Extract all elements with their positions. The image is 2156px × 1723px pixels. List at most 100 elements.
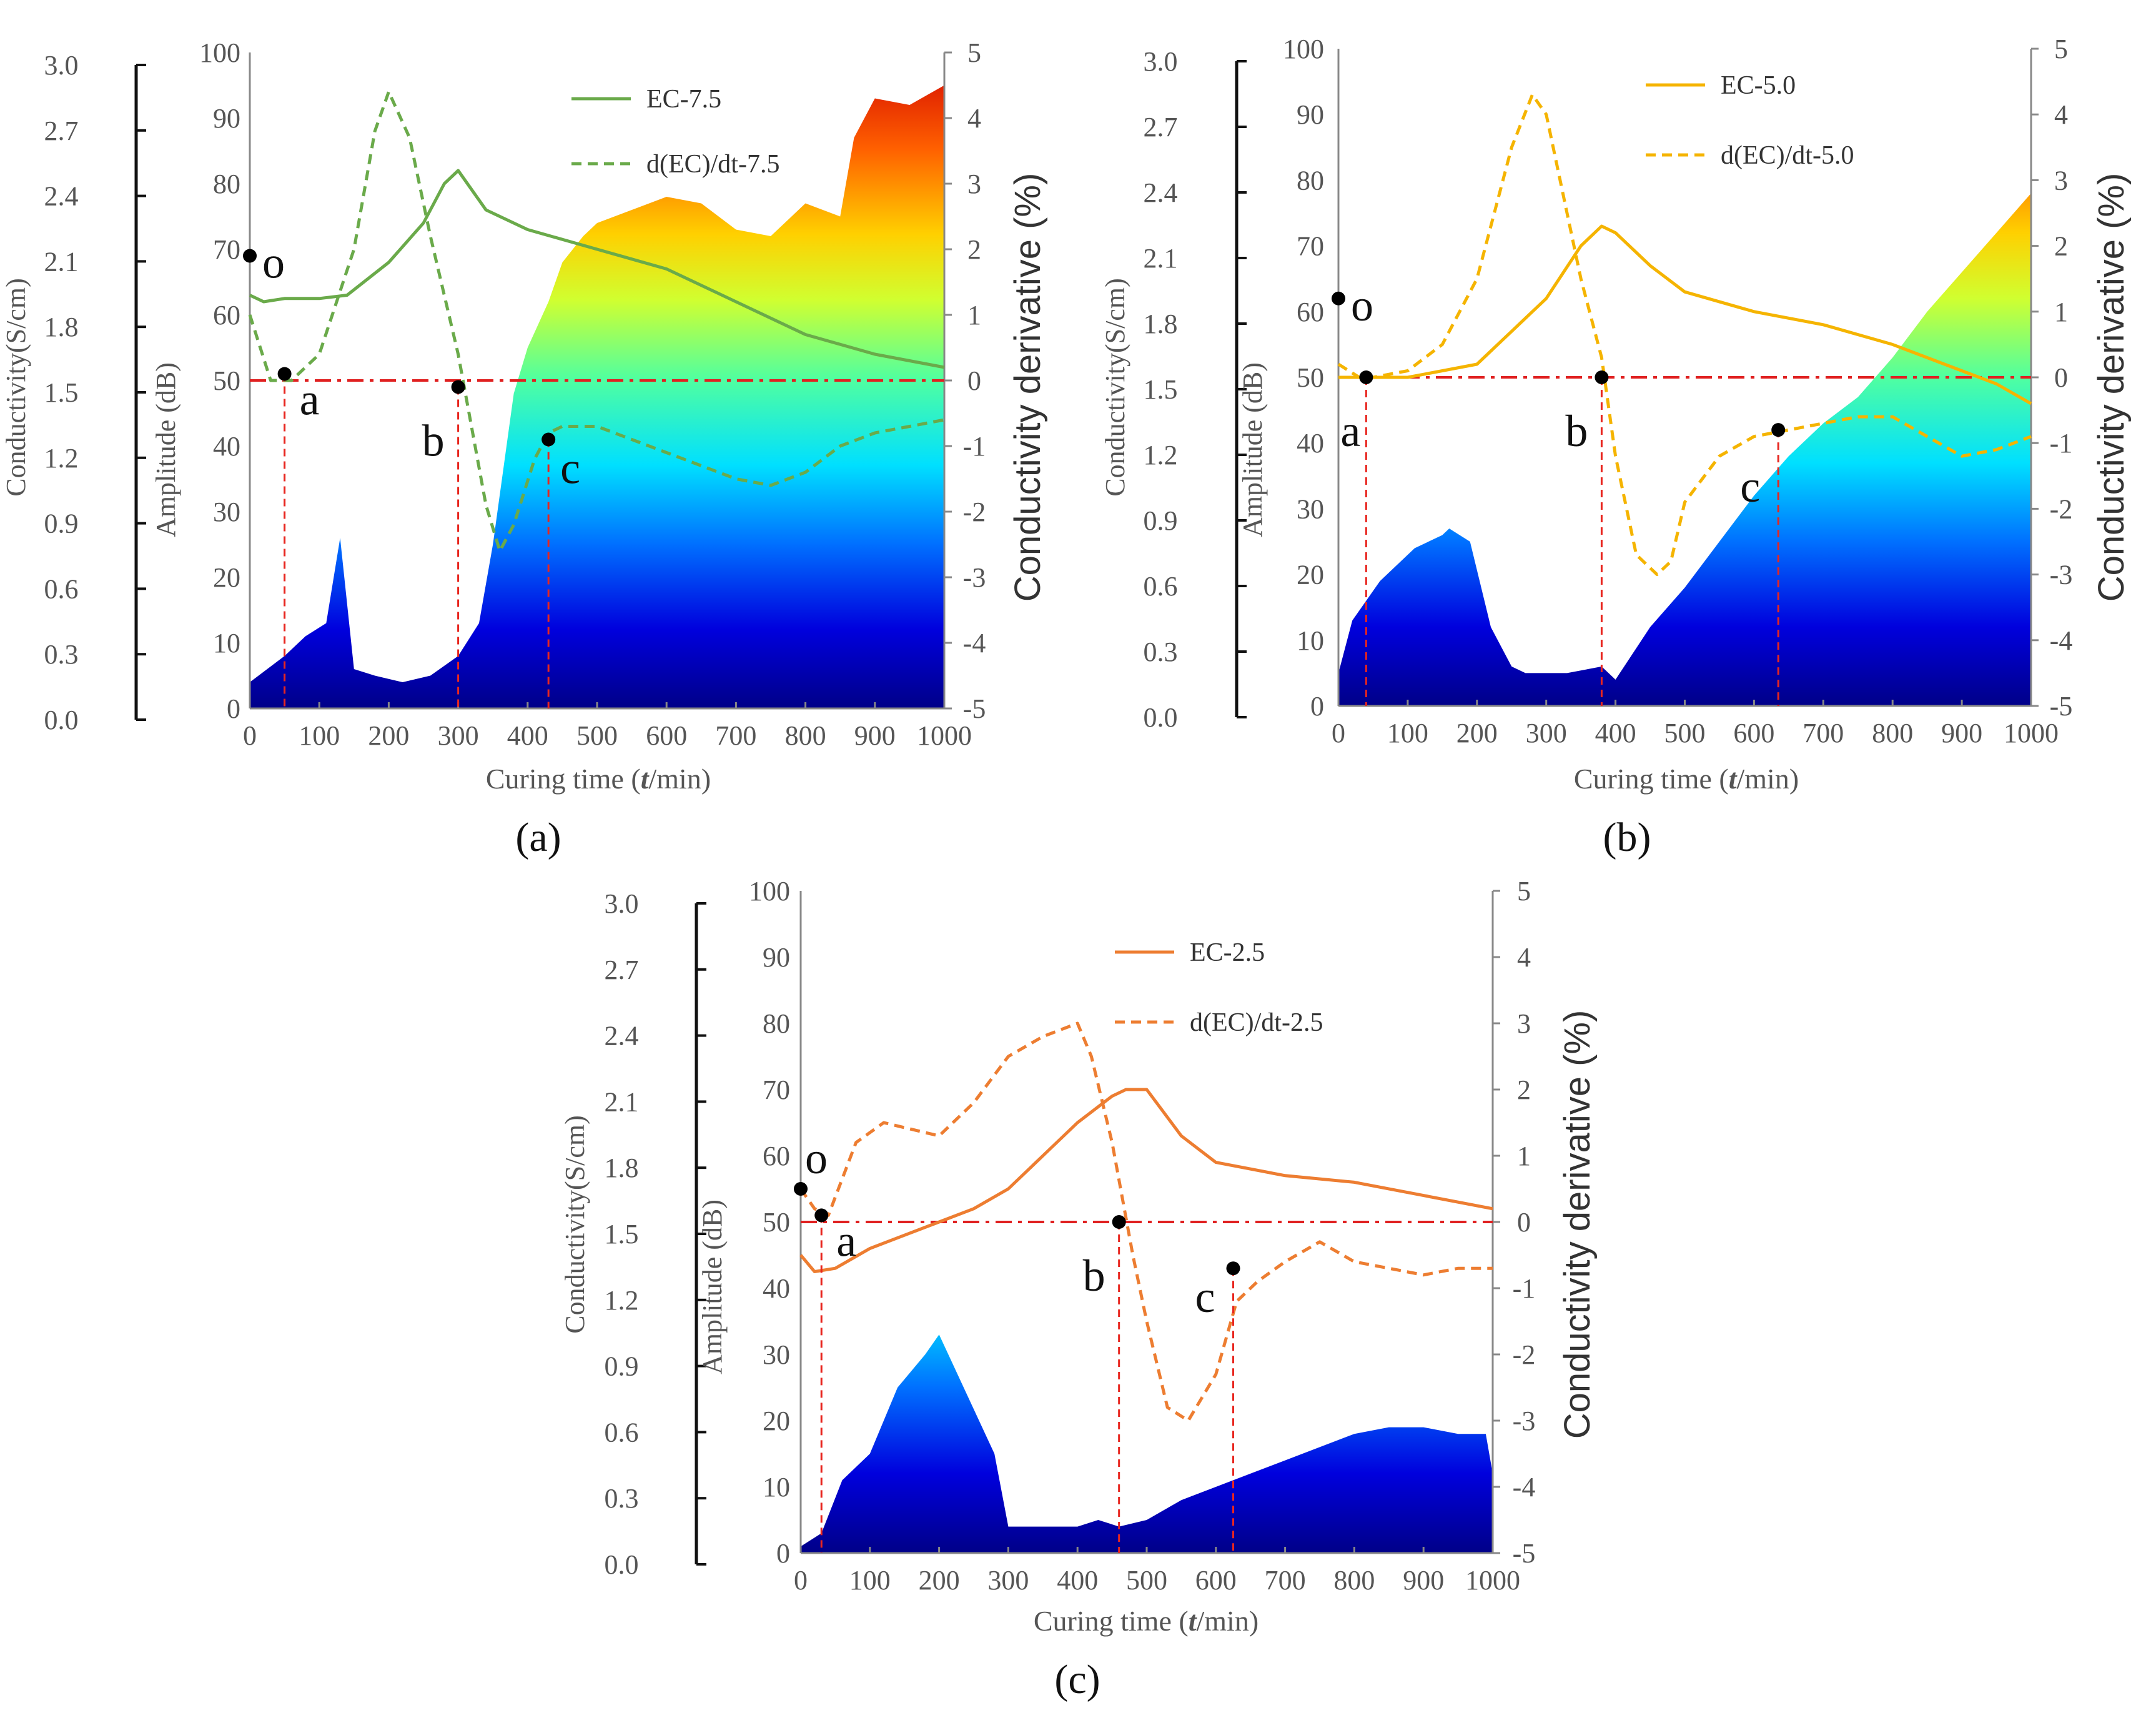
derivative-tick-label: 2: [967, 234, 981, 265]
conductivity-tick-label: 2.7: [1144, 112, 1178, 142]
stage-point-label: b: [1083, 1251, 1105, 1301]
time-tick-label: 100: [849, 1565, 891, 1596]
conductivity-tick-label: 1.2: [44, 443, 79, 474]
conductivity-tick-label: 0.3: [44, 639, 79, 670]
derivative-tick-label: 1: [967, 300, 981, 330]
amplitude-tick-label: 80: [763, 1008, 790, 1039]
stage-point-marker: [1771, 423, 1786, 437]
time-tick-label: 500: [576, 720, 618, 751]
conductivity-tick-label: 0.0: [44, 705, 79, 735]
conductivity-tick-label: 0.6: [44, 574, 79, 604]
amplitude-tick-label: 20: [1297, 560, 1324, 590]
conductivity-tick-label: 2.1: [44, 246, 79, 277]
time-tick-label: 1000: [917, 720, 972, 751]
time-tick-label: 800: [785, 720, 826, 751]
derivative-tick-label: 0: [967, 365, 981, 396]
time-tick-label: 0: [1332, 718, 1345, 748]
time-axis-label: Curing time (t/min): [1034, 1605, 1258, 1637]
conductivity-line-series: [799, 1088, 1493, 1273]
amplitude-axis-label: Amplitude (dB): [697, 1199, 728, 1374]
time-tick-label: 800: [1333, 1565, 1375, 1596]
amplitude-tick-label: 90: [213, 103, 240, 134]
conductivity-tick-label: 2.7: [44, 116, 79, 146]
derivative-tick-label: 4: [1517, 942, 1531, 973]
time-tick-label: 700: [1265, 1565, 1306, 1596]
conductivity-tick-label: 0.0: [605, 1549, 639, 1580]
stage-point-marker: [1332, 291, 1345, 305]
amplitude-tick-label: 0: [776, 1538, 790, 1569]
derivative-tick-label: -1: [1513, 1273, 1536, 1304]
stage-point-marker: [1595, 370, 1609, 384]
stage-point-label: c: [1740, 462, 1760, 512]
derivative-axis-label: Conductivity derivative (%): [1557, 1010, 1598, 1439]
stage-point-label: a: [1340, 406, 1360, 456]
conductivity-axis-label: Conductivity(S/cm): [560, 1115, 590, 1334]
derivative-tick-label: -2: [1513, 1339, 1536, 1370]
stage-point-label: o: [1351, 281, 1373, 330]
derivative-tick-label: 2: [1517, 1075, 1531, 1105]
derivative-tick-label: 3: [1517, 1008, 1531, 1039]
time-tick-label: 200: [1456, 718, 1498, 748]
derivative-tick-label: 3: [967, 169, 981, 199]
stage-point-label: c: [560, 444, 580, 494]
amplitude-area-series: [250, 85, 944, 708]
conductivity-tick-label: 1.5: [1144, 374, 1178, 405]
legend-label: EC-7.5: [646, 85, 721, 114]
time-tick-label: 400: [1057, 1565, 1098, 1596]
amplitude-tick-label: 80: [213, 169, 240, 199]
time-tick-label: 400: [507, 720, 548, 751]
derivative-axis-label: Conductivity derivative (%): [1007, 173, 1048, 602]
derivative-tick-label: -4: [1513, 1472, 1536, 1502]
amplitude-tick-label: 10: [763, 1472, 790, 1502]
stage-point-marker: [541, 432, 556, 447]
amplitude-tick-label: 30: [1297, 494, 1324, 524]
amplitude-area-series: [801, 1334, 1493, 1553]
time-tick-label: 500: [1126, 1565, 1167, 1596]
panel-caption: (a): [515, 815, 561, 860]
panel-caption: (c): [1054, 1657, 1100, 1702]
derivative-tick-label: -2: [2050, 494, 2073, 524]
amplitude-tick-label: 30: [213, 497, 240, 527]
amplitude-tick-label: 40: [213, 431, 240, 462]
time-axis-label: Curing time (t/min): [1574, 763, 1799, 795]
amplitude-area-series: [1338, 193, 2031, 706]
time-tick-label: 300: [987, 1565, 1029, 1596]
conductivity-axis-label: Conductivity(S/cm): [1, 278, 31, 497]
time-tick-label: 200: [919, 1565, 960, 1596]
amplitude-tick-label: 80: [1297, 165, 1324, 196]
amplitude-tick-label: 30: [763, 1339, 790, 1370]
amplitude-tick-label: 100: [749, 876, 790, 906]
time-axis-label: Curing time (t/min): [486, 763, 711, 795]
stage-point-label: a: [836, 1216, 856, 1266]
amplitude-tick-label: 0: [1310, 691, 1324, 722]
time-tick-label: 900: [1403, 1565, 1444, 1596]
time-tick-label: 100: [299, 720, 340, 751]
derivative-tick-label: 4: [967, 103, 981, 134]
time-tick-label: 600: [646, 720, 687, 751]
amplitude-tick-label: 90: [1297, 99, 1324, 130]
legend-label: d(EC)/dt-2.5: [1190, 1008, 1323, 1037]
conductivity-tick-label: 2.4: [44, 181, 79, 212]
amplitude-tick-label: 90: [763, 942, 790, 973]
stage-point-label: c: [1195, 1272, 1215, 1322]
derivative-tick-label: 0: [2054, 362, 2068, 393]
stage-point-marker: [1112, 1215, 1126, 1229]
conductivity-tick-label: 2.1: [605, 1086, 639, 1117]
conductivity-tick-label: 1.2: [605, 1285, 639, 1316]
time-tick-label: 800: [1872, 718, 1913, 748]
derivative-axis-label: Conductivity derivative (%): [2091, 173, 2132, 602]
conductivity-tick-label: 3.0: [605, 888, 639, 919]
stage-point-marker: [814, 1208, 829, 1223]
amplitude-tick-label: 40: [1297, 428, 1324, 459]
conductivity-tick-label: 3.0: [1144, 46, 1178, 77]
derivative-tick-label: -4: [2050, 625, 2073, 656]
time-tick-label: 1000: [2004, 718, 2059, 748]
panel-caption: (b): [1603, 815, 1651, 860]
time-tick-label: 900: [1941, 718, 1982, 748]
derivative-tick-label: -3: [1513, 1406, 1536, 1436]
stage-point-label: o: [805, 1133, 828, 1183]
derivative-tick-label: -5: [1513, 1538, 1536, 1569]
stage-point-marker: [243, 249, 257, 263]
conductivity-tick-label: 2.4: [1144, 177, 1178, 208]
derivative-tick-label: 5: [967, 37, 981, 68]
